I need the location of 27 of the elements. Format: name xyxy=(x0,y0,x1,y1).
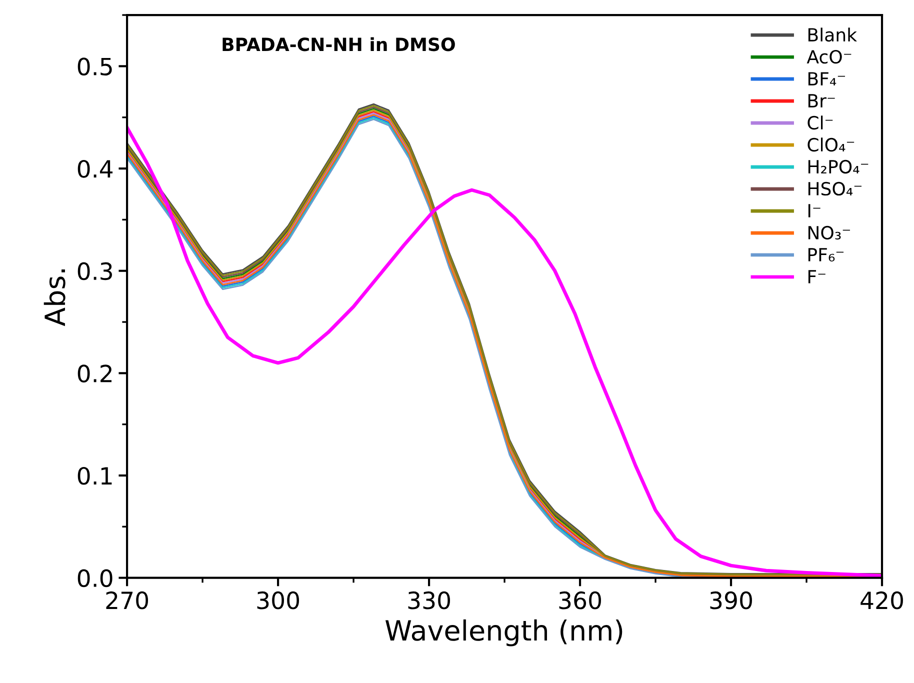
y-tick-label: 0.5 xyxy=(78,58,112,76)
y-tick-label: 0.0 xyxy=(78,569,112,588)
legend-label: H₂PO₄⁻ xyxy=(808,160,868,174)
legend-label: ClO₄⁻ xyxy=(808,138,854,152)
legend-label: F⁻ xyxy=(808,270,826,284)
y-tick-label: 0.3 xyxy=(78,262,112,280)
legend-label: Blank xyxy=(808,28,857,42)
legend-label: HSO₄⁻ xyxy=(808,182,862,196)
x-axis-title: Wavelength (nm) xyxy=(385,619,622,646)
legend-label: AcO⁻ xyxy=(806,50,852,64)
legend-label: PF₆⁻ xyxy=(808,248,844,262)
x-tick-label: 420 xyxy=(860,591,903,610)
y-tick-label: 0.1 xyxy=(78,466,112,485)
text: BPADA-CN-NH in DMSO xyxy=(222,37,455,52)
x-tick-label: 390 xyxy=(710,591,752,610)
legend-label: NO₃⁻ xyxy=(808,226,850,240)
x-tick-label: 270 xyxy=(106,591,148,610)
y-tick-label: 0.2 xyxy=(78,364,112,382)
legend-label: I⁻ xyxy=(808,204,820,218)
legend-label: Br⁻ xyxy=(808,94,835,108)
y-tick-label: 0.4 xyxy=(78,160,113,178)
y-axis-title: Abs. xyxy=(44,269,66,326)
legend-label: Cl⁻ xyxy=(808,116,833,130)
x-tick-label: 330 xyxy=(408,591,450,610)
x-tick-label: 360 xyxy=(559,591,601,610)
x-tick-label: 300 xyxy=(257,591,300,610)
legend-label: BF₄⁻ xyxy=(808,72,846,86)
